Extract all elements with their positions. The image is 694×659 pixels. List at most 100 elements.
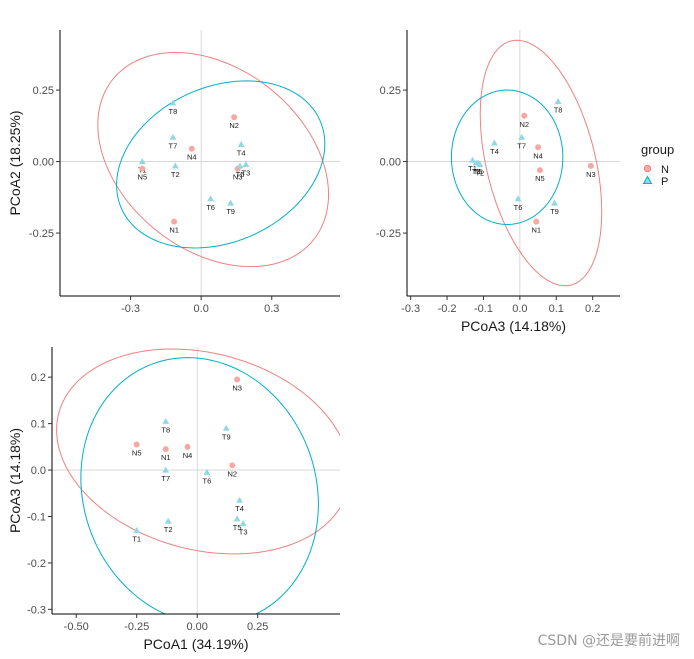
y-tick-label: -0.2 xyxy=(27,558,46,570)
point-n2 xyxy=(231,114,238,121)
x-tick-label: 0.2 xyxy=(585,303,600,315)
point-label-t7: T7 xyxy=(161,474,170,483)
ellipses xyxy=(56,348,340,614)
legend: group N P xyxy=(640,142,674,188)
point-t9 xyxy=(222,424,230,431)
legend-key-p-triangle xyxy=(642,175,653,184)
point-t4 xyxy=(237,141,245,147)
point-label-n4: N4 xyxy=(187,153,197,162)
point-label-n3: N3 xyxy=(586,170,596,179)
point-label-n5: N5 xyxy=(535,174,545,183)
point-label-t7: T7 xyxy=(517,141,526,150)
y-tick-label: 0.00 xyxy=(380,157,401,169)
legend-item-n: N xyxy=(640,162,669,176)
legend-item-p: P xyxy=(640,174,668,188)
points: T8N2T7N4T4T1N5T2N3T5T3T6T9N1 xyxy=(138,99,250,235)
point-t7 xyxy=(162,466,170,473)
ellipse-p xyxy=(450,89,564,225)
panel-p1: -0.3 0.0 0.3 -0.25 0.00 0.25 PCoA2 (18.25%) T8 N… xyxy=(7,30,340,315)
point-label-t8: T8 xyxy=(554,106,563,115)
point-label-n5: N5 xyxy=(138,173,148,182)
point-n4 xyxy=(188,145,195,152)
point-label-t6: T6 xyxy=(514,203,523,212)
point-t2 xyxy=(476,161,484,167)
point-t8 xyxy=(162,417,170,424)
point-n1 xyxy=(533,218,540,225)
point-label-n2: N2 xyxy=(519,120,529,129)
point-label-n2: N2 xyxy=(228,469,238,478)
ellipse-p xyxy=(116,80,326,249)
y-axis-title: PCoA2 (18.25%) xyxy=(7,110,23,215)
point-n1 xyxy=(162,446,169,453)
y-tick-label: 0.0 xyxy=(31,465,46,477)
point-label-n4: N4 xyxy=(183,451,193,460)
point-n4 xyxy=(184,443,191,450)
point-label-n1: N1 xyxy=(531,226,541,235)
point-label-t6: T6 xyxy=(206,203,215,212)
y-tick-label: 0.25 xyxy=(380,85,401,97)
point-label-n1: N1 xyxy=(161,453,171,462)
y-tick-label: 0.2 xyxy=(31,372,46,384)
point-n5 xyxy=(139,165,146,172)
point-t6 xyxy=(514,195,522,202)
legend-label-p: P xyxy=(661,176,668,188)
point-t4 xyxy=(490,139,498,146)
point-label-n3: N3 xyxy=(233,173,243,182)
point-label-t5: T5 xyxy=(474,167,483,176)
point-t1 xyxy=(138,158,146,165)
point-label-t4: T4 xyxy=(235,504,244,513)
y-tick-label: 0.00 xyxy=(33,157,54,169)
point-label-t3: T3 xyxy=(241,168,250,177)
y-tick-label: 0.25 xyxy=(33,85,54,97)
y-tick-label: -0.1 xyxy=(27,511,46,523)
point-n3 xyxy=(234,376,241,383)
watermark-text: CSDN @还是要前进啊 xyxy=(538,632,680,649)
point-label-t1: T1 xyxy=(468,164,477,173)
point-label-t5: T5 xyxy=(233,523,242,532)
point-label-t9: T9 xyxy=(550,207,559,216)
ellipses xyxy=(450,39,603,287)
point-t6 xyxy=(207,195,214,202)
point-t3 xyxy=(239,520,247,527)
point-t2 xyxy=(171,162,179,169)
ellipse-p xyxy=(80,357,319,614)
point-t4 xyxy=(236,496,243,503)
point-t7 xyxy=(518,133,526,140)
point-label-t2: T2 xyxy=(171,170,180,179)
point-t1 xyxy=(133,527,141,533)
point-label-t2: T2 xyxy=(164,525,173,534)
y-tick-label: 0.1 xyxy=(31,419,46,431)
point-label-n2: N2 xyxy=(229,121,239,130)
y-axis-title: PCoA3 (14.18%) xyxy=(7,428,23,533)
x-tick-label: -0.2 xyxy=(438,303,457,315)
panel-p2: -0.3 -0.2 -0.1 0.0 0.1 0.2 -0.25 0.00 0.25 PCoA3 … xyxy=(376,30,620,334)
point-n5 xyxy=(133,441,140,448)
point-label-n5: N5 xyxy=(132,449,142,458)
ellipse-n xyxy=(56,348,340,555)
legend-key-n-circle xyxy=(643,164,652,173)
point-t3 xyxy=(242,161,250,167)
point-label-t2: T2 xyxy=(475,168,484,177)
y-tick-label: -0.25 xyxy=(29,228,54,240)
x-tick-label: 0.0 xyxy=(512,303,527,315)
point-n4 xyxy=(535,144,542,151)
point-t9 xyxy=(551,199,558,206)
point-label-t4: T4 xyxy=(490,147,499,156)
point-t8 xyxy=(169,99,177,106)
point-label-t7: T7 xyxy=(169,141,178,150)
point-label-t9: T9 xyxy=(222,432,231,441)
point-label-n3: N3 xyxy=(232,384,242,393)
point-label-n1: N1 xyxy=(169,226,179,235)
x-axis-title: PCoA3 (14.18%) xyxy=(461,318,566,334)
point-label-t4: T4 xyxy=(237,148,246,157)
point-n2 xyxy=(521,112,528,119)
point-label-t8: T8 xyxy=(169,107,178,116)
point-t6 xyxy=(203,468,211,475)
ellipse-n xyxy=(97,52,330,268)
y-tick-label: -0.25 xyxy=(376,228,401,240)
point-t5 xyxy=(233,515,241,522)
ellipses xyxy=(97,52,330,268)
